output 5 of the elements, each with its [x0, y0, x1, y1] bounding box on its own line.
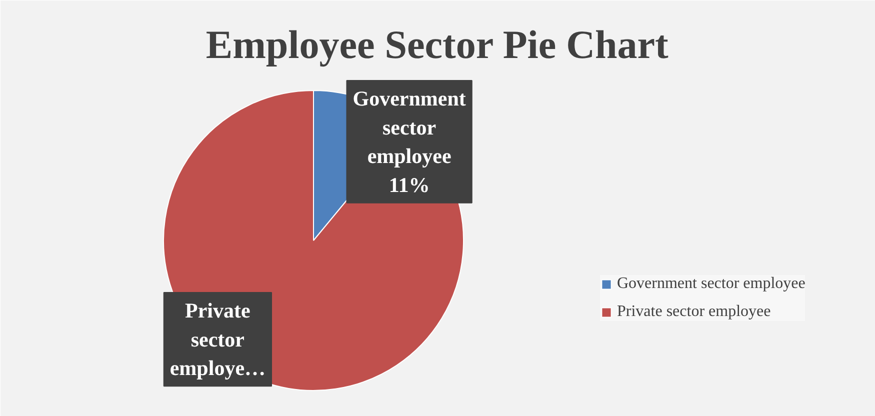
chart-title: Employee Sector Pie Chart	[206, 22, 670, 67]
legend-label: Government sector employee	[617, 275, 806, 293]
legend-label: Private sector employee	[617, 303, 771, 321]
data-label: Private sector employe…	[170, 298, 266, 380]
data-label: Government sector employee 11%	[352, 86, 466, 197]
